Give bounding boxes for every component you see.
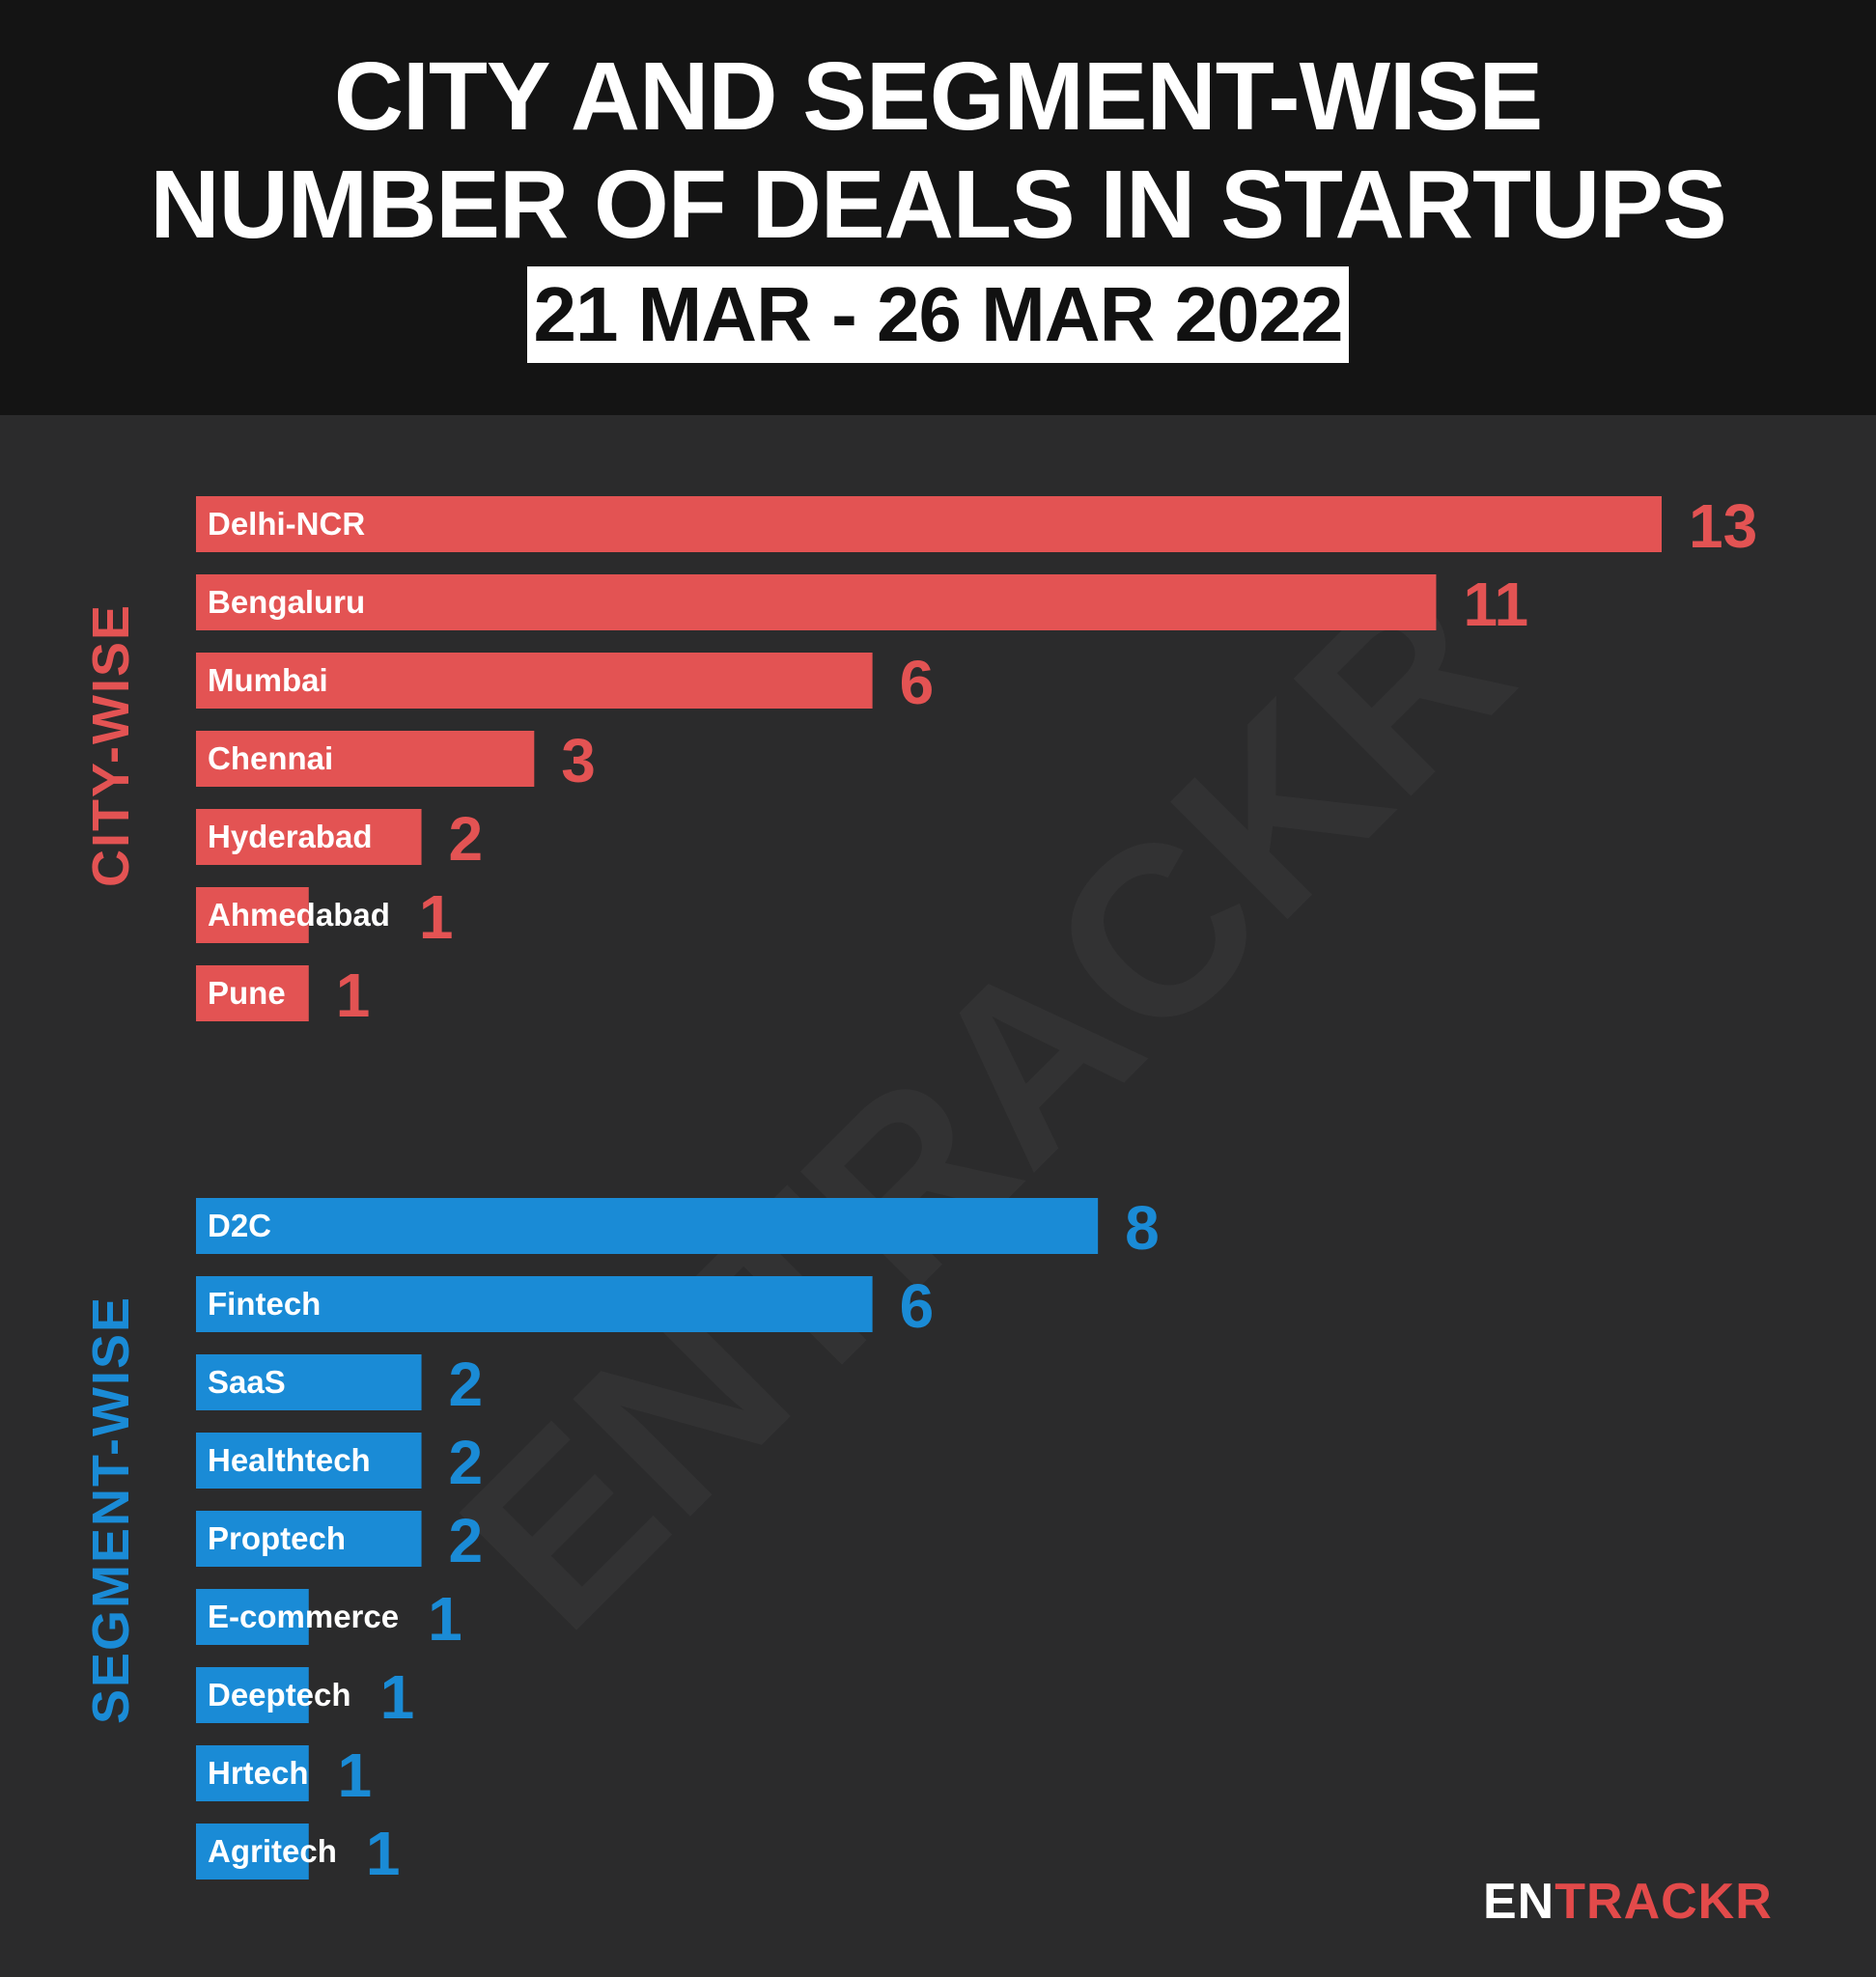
segment-value-label: 2 [449,1428,484,1497]
city-bar-delhi-ncr [196,496,1662,552]
city-bar-mumbai [196,653,873,709]
logo-part-en: EN [1483,1874,1555,1930]
segment-bar-label: Healthtech [208,1442,371,1478]
segment-value-label: 1 [380,1662,415,1732]
city-value-label: 2 [449,804,484,874]
header-banner: CITY AND SEGMENT-WISE NUMBER OF DEALS IN… [0,0,1876,415]
segment-value-label: 1 [338,1740,373,1810]
city-bar-label: Mumbai [208,662,328,698]
segment-bar-label: Hrtech [208,1755,309,1791]
segment-value-label: 2 [449,1350,484,1419]
segment-bar-label: D2C [208,1208,271,1243]
segment-bar-deeptech [196,1667,309,1723]
segment-value-label: 2 [449,1506,484,1575]
chart-title-line-2: NUMBER OF DEALS IN STARTUPS [150,151,1726,259]
segment-bar-label: SaaS [208,1364,286,1400]
segment-bar-d2c [196,1198,1099,1254]
city-value-label: 13 [1689,491,1757,561]
chart-title-line-1: CITY AND SEGMENT-WISE [333,42,1543,151]
city-bar-label: Bengaluru [208,584,365,620]
segment-bar-label: Deeptech [208,1677,351,1712]
segment-bar-label: E-commerce [208,1599,399,1634]
segment-value-label: 1 [428,1584,462,1654]
city-value-label: 6 [900,648,935,717]
segment-bar-agritech [196,1824,309,1880]
segment-bar-e-commerce [196,1589,309,1645]
segment-bar-label: Proptech [208,1520,346,1556]
segment-bar-label: Fintech [208,1286,321,1322]
segment-bar-saas [196,1354,422,1410]
segment-bar-label: Agritech [208,1833,337,1869]
logo-part-trackr: TRACKR [1554,1874,1773,1930]
city-bar-label: Ahmedabad [208,897,390,933]
city-bar-bengaluru [196,574,1437,630]
city-value-label: 3 [561,726,596,795]
city-bar-label: Hyderabad [208,819,373,854]
city-bar-label: Chennai [208,740,333,776]
date-range-badge: 21 MAR - 26 MAR 2022 [527,266,1349,363]
city-value-label: 1 [419,882,454,952]
city-bar-ahmedabad [196,887,309,943]
segment-value-label: 1 [366,1819,401,1888]
entrackr-logo: ENTRACKR [1483,1873,1773,1931]
segment-value-label: 8 [1125,1193,1160,1263]
city-bar-label: Pune [208,975,286,1011]
city-bar-chennai [196,731,535,787]
city-bar-label: Delhi-NCR [208,506,365,542]
city-value-label: 1 [336,961,371,1030]
city-bar-hyderabad [196,809,422,865]
city-bar-pune [196,965,309,1021]
segment-value-label: 6 [900,1271,935,1341]
segment-bar-fintech [196,1276,873,1332]
segment-bar-hrtech [196,1745,309,1801]
segment-bar-proptech [196,1511,422,1567]
segment-bar-healthtech [196,1433,422,1489]
city-value-label: 11 [1463,570,1528,639]
